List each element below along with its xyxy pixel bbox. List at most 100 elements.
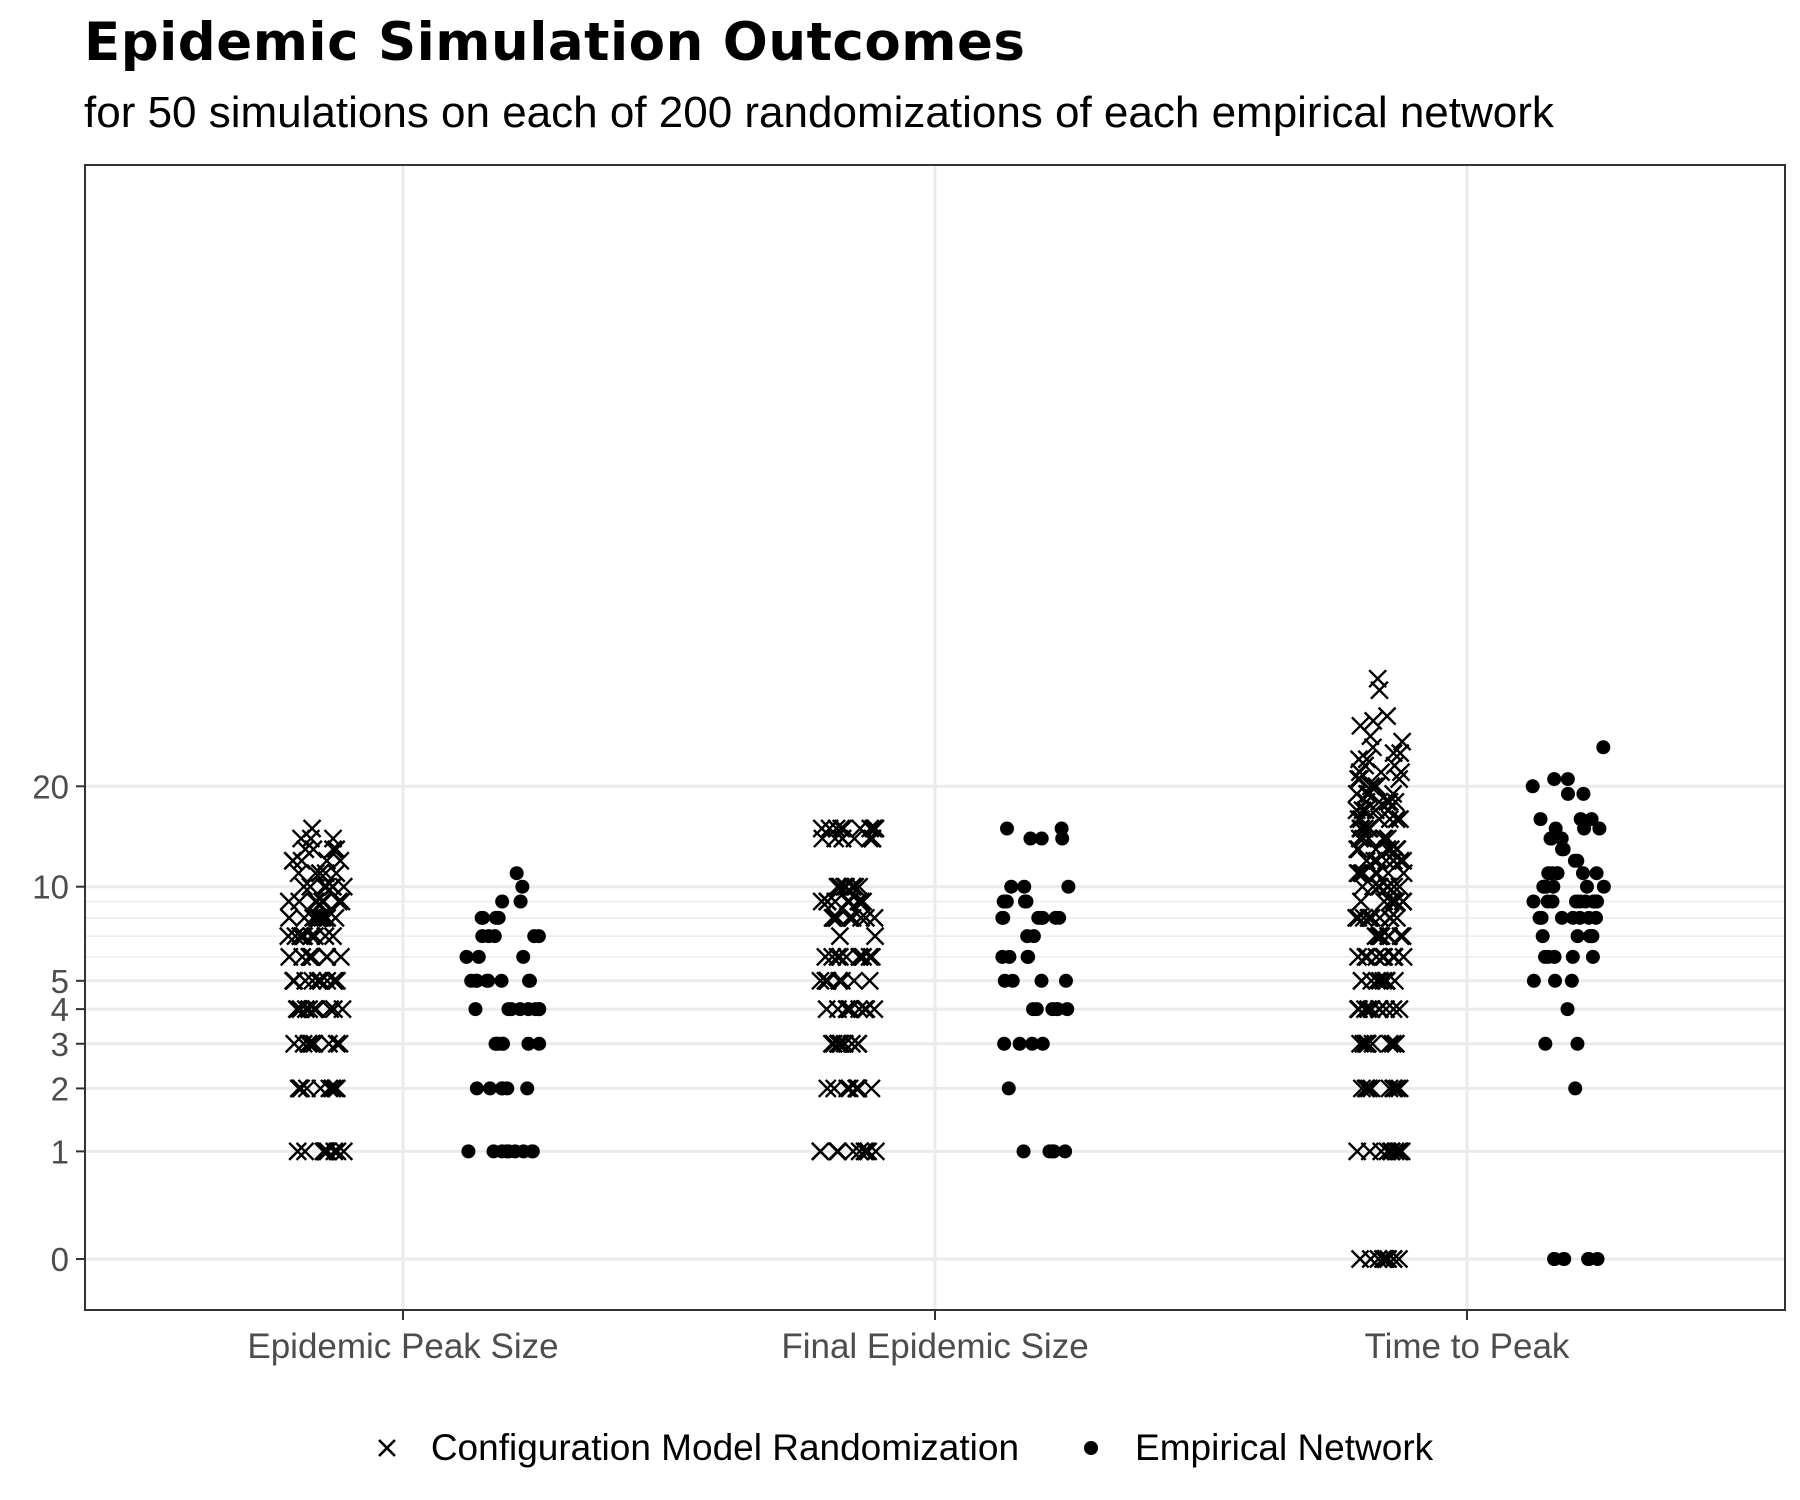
configuration-model-point bbox=[290, 926, 310, 946]
configuration-model-point bbox=[1369, 792, 1389, 812]
empirical-network-point bbox=[1583, 929, 1598, 944]
configuration-model-point bbox=[300, 877, 320, 897]
empirical-network-point bbox=[1596, 879, 1611, 894]
configuration-model-point bbox=[1394, 947, 1413, 967]
empirical-network-point bbox=[1017, 879, 1032, 894]
empirical-network-point bbox=[1034, 831, 1049, 846]
configuration-model-point bbox=[279, 908, 299, 928]
empirical-network-point bbox=[996, 910, 1011, 925]
configuration-model-point bbox=[1362, 999, 1381, 1019]
empirical-network-point bbox=[1589, 894, 1604, 909]
empirical-network-point bbox=[1035, 1036, 1050, 1051]
configuration-model-point bbox=[849, 1034, 868, 1054]
scatter-plot: 0 1 2 345 10 20 Epidemic Peak Size Final Epidem… bbox=[32, 164, 1786, 1366]
legend-item-configuration-model: Configuration Model Randomization bbox=[367, 1427, 1019, 1469]
configuration-model-point bbox=[290, 1079, 310, 1098]
empirical-network-point bbox=[1000, 821, 1015, 836]
configuration-model-point bbox=[1362, 908, 1381, 928]
configuration-model-point bbox=[1368, 669, 1388, 689]
empirical-network-point bbox=[471, 949, 486, 964]
configuration-model-point bbox=[820, 819, 839, 838]
configuration-model-point bbox=[837, 947, 856, 967]
empirical-network-point bbox=[1547, 772, 1562, 787]
empirical-network-point bbox=[997, 1036, 1012, 1051]
configuration-model-point bbox=[824, 908, 844, 928]
empirical-network-point bbox=[1560, 772, 1575, 787]
configuration-model-point bbox=[305, 926, 325, 946]
empirical-network-point bbox=[1533, 812, 1548, 827]
configuration-model-point bbox=[1378, 829, 1398, 848]
empirical-network-point bbox=[1579, 879, 1594, 894]
configuration-model-point bbox=[1365, 776, 1384, 796]
configuration-model-point bbox=[837, 999, 857, 1019]
configuration-model-point bbox=[320, 1079, 339, 1098]
configuration-model-point bbox=[305, 892, 325, 911]
configuration-model-point bbox=[817, 1079, 837, 1098]
empirical-network-point bbox=[491, 1036, 506, 1051]
empirical-network-point bbox=[1565, 910, 1580, 925]
y-tick-label: 3 bbox=[51, 1026, 69, 1063]
configuration-model-point bbox=[294, 1034, 313, 1054]
empirical-network-point bbox=[469, 1081, 484, 1096]
configuration-model-point bbox=[317, 947, 337, 967]
configuration-model-point bbox=[843, 877, 863, 897]
configuration-model-point bbox=[279, 947, 299, 967]
empirical-network-point bbox=[1018, 894, 1033, 909]
empirical-network-point bbox=[501, 1144, 516, 1159]
empirical-network-point bbox=[516, 949, 531, 964]
grid-lines bbox=[85, 165, 1785, 1310]
configuration-model-point bbox=[1363, 711, 1383, 731]
empirical-network-point bbox=[1535, 929, 1550, 944]
configuration-model-point bbox=[1386, 1142, 1405, 1161]
configuration-model-point bbox=[1389, 1142, 1408, 1161]
configuration-model-point bbox=[330, 1034, 349, 1054]
configuration-model-point bbox=[1387, 1079, 1407, 1098]
configuration-model-point bbox=[858, 1142, 878, 1161]
empirical-network-point bbox=[495, 894, 510, 909]
configuration-model-point bbox=[323, 926, 343, 946]
empirical-network-point bbox=[1547, 1252, 1562, 1266]
configuration-model-point bbox=[1385, 971, 1405, 991]
configuration-model-point bbox=[1373, 1249, 1393, 1269]
configuration-model-point bbox=[1376, 999, 1396, 1019]
configuration-model-point bbox=[312, 908, 332, 928]
configuration-model-point bbox=[295, 839, 315, 859]
configuration-model-point bbox=[866, 819, 885, 838]
configuration-model-point bbox=[855, 999, 875, 1019]
configuration-model-point bbox=[326, 971, 345, 991]
configuration-model-point bbox=[849, 877, 869, 897]
configuration-model-point bbox=[815, 947, 835, 967]
configuration-model-point bbox=[817, 971, 837, 991]
empirical-network-point bbox=[1538, 949, 1553, 964]
configuration-model-point bbox=[1354, 1034, 1373, 1054]
configuration-model-point bbox=[1356, 947, 1375, 967]
configuration-model-point bbox=[1393, 892, 1413, 911]
configuration-model-point bbox=[325, 1079, 345, 1098]
configuration-model-point bbox=[1389, 769, 1409, 789]
empirical-network-point bbox=[520, 1081, 535, 1096]
empirical-network-point bbox=[525, 1144, 540, 1159]
configuration-model-point bbox=[1357, 1079, 1377, 1098]
empirical-network-point bbox=[1526, 973, 1541, 988]
configuration-model-point bbox=[831, 1034, 851, 1054]
configuration-model-point bbox=[856, 1142, 876, 1161]
empirical-network-point bbox=[1576, 786, 1591, 801]
configuration-model-point bbox=[302, 819, 322, 838]
x-tick-label: Time to Peak bbox=[1365, 1327, 1570, 1366]
empirical-network-point bbox=[521, 1036, 536, 1051]
empirical-network-point bbox=[1596, 740, 1611, 755]
y-tick-label: 0 bbox=[51, 1241, 69, 1278]
configuration-model-point bbox=[1359, 1079, 1379, 1098]
empirical-network-point bbox=[1538, 1036, 1553, 1051]
configuration-model-point bbox=[1383, 1079, 1403, 1098]
empirical-network-point bbox=[1526, 894, 1541, 909]
configuration-model-point bbox=[866, 1142, 886, 1161]
configuration-model-point bbox=[294, 908, 314, 928]
configuration-model-point bbox=[1387, 908, 1407, 928]
configuration-model-point bbox=[286, 926, 305, 946]
empirical-network-point bbox=[1584, 812, 1599, 827]
configuration-model-point bbox=[1378, 792, 1397, 812]
empirical-network-point bbox=[1548, 821, 1563, 836]
empirical-network-point bbox=[1060, 1002, 1075, 1017]
empirical-network-point bbox=[531, 929, 546, 944]
